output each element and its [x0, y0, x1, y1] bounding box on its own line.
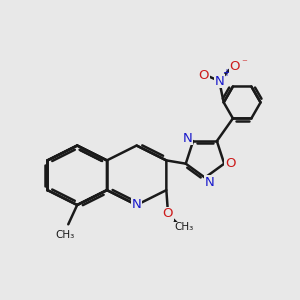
Text: +: +: [222, 68, 230, 78]
Text: N: N: [132, 199, 142, 212]
Text: O: O: [225, 157, 236, 170]
Text: CH₃: CH₃: [56, 230, 75, 240]
Text: ⁻: ⁻: [241, 58, 247, 68]
Text: O: O: [199, 69, 209, 82]
Text: N: N: [205, 176, 214, 189]
Text: O: O: [163, 207, 173, 220]
Text: CH₃: CH₃: [175, 222, 194, 232]
Text: O: O: [230, 60, 240, 73]
Text: N: N: [183, 132, 193, 145]
Text: N: N: [214, 74, 224, 88]
